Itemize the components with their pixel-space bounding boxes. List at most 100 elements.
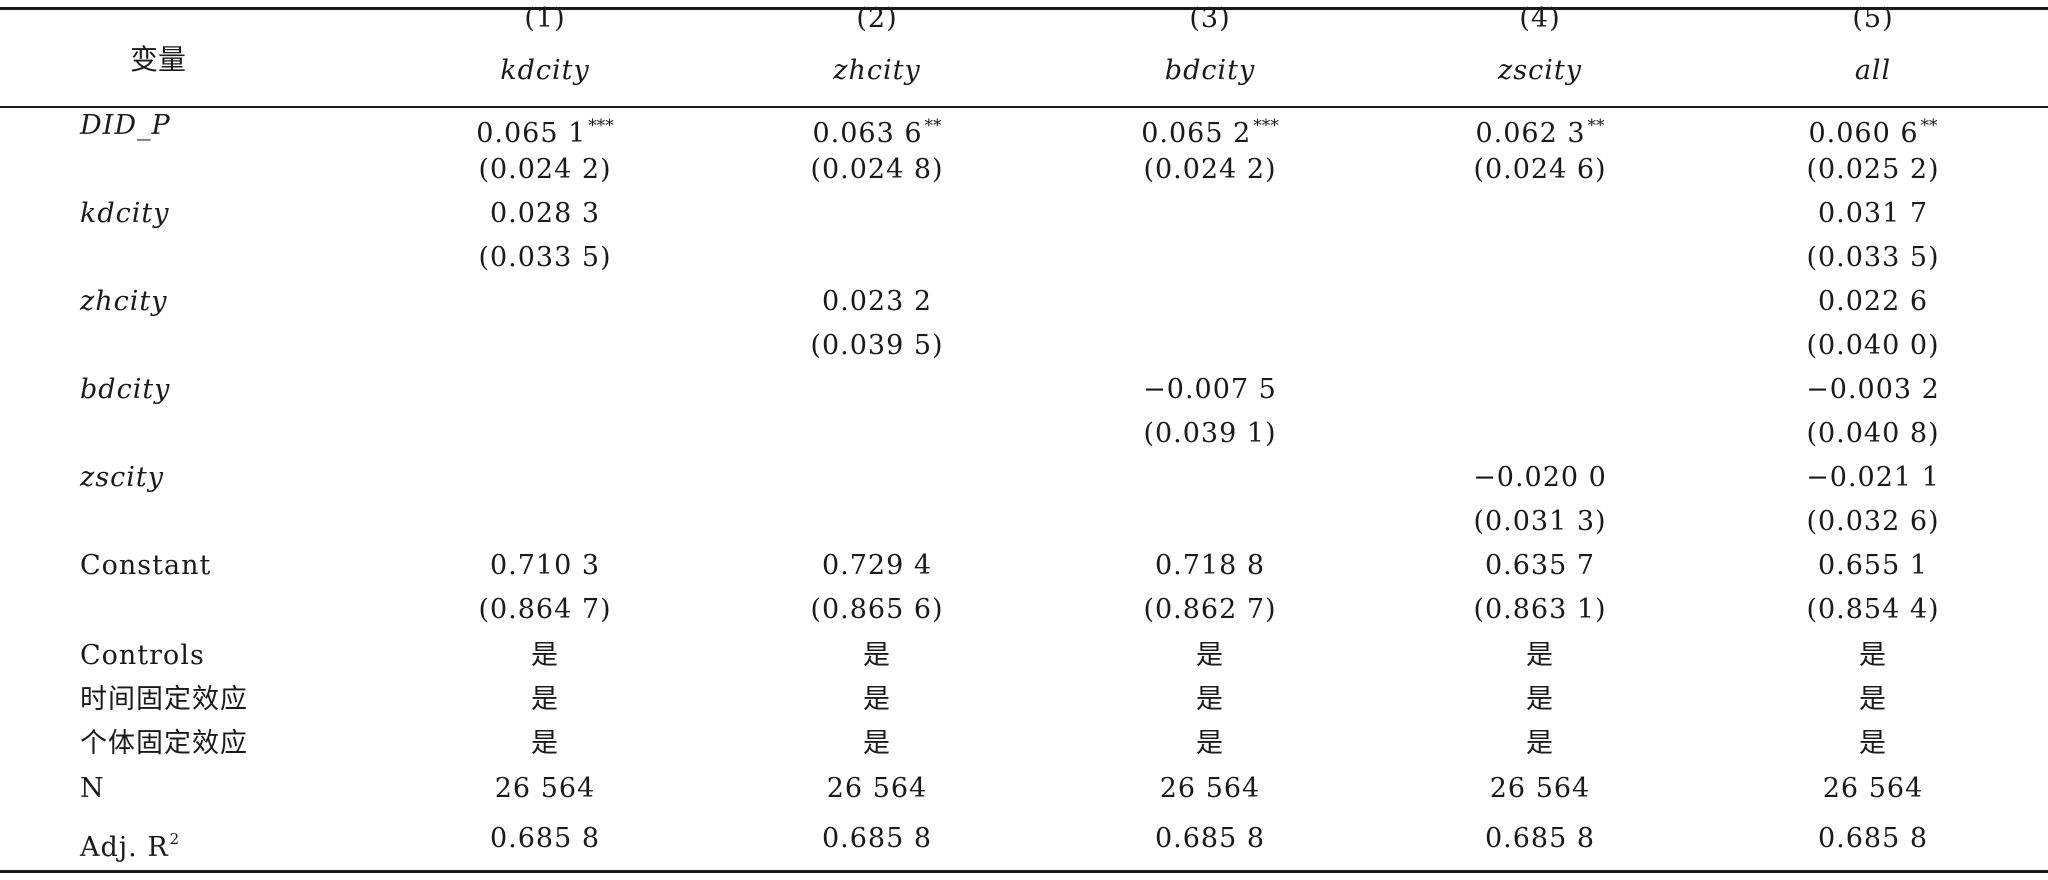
coefficient-cell: 0.729 4: [822, 546, 932, 586]
row-label: kdcity: [80, 198, 170, 229]
standard-error-cell: (0.033 5): [1806, 238, 1939, 278]
coefficient-cell: 0.023 2: [822, 282, 932, 322]
cell-value: 是: [863, 728, 891, 759]
standard-error-cell: (0.854 4): [1806, 590, 1939, 630]
cell-value: −0.021 1: [1806, 462, 1940, 493]
cell-value: 0.729 4: [821, 550, 933, 581]
column-dependent-variable: zscity: [1498, 55, 1582, 86]
cell-value: (0.024 6): [1473, 154, 1607, 185]
standard-error-cell: (0.864 7): [478, 590, 611, 630]
cell-value: 26 564: [494, 773, 596, 804]
indicator-cell: 是: [863, 636, 891, 676]
row-label: zhcity: [80, 286, 168, 317]
cell-value: 是: [531, 640, 559, 671]
column-number: (1): [524, 3, 566, 34]
cell-value: (0.865 6): [810, 594, 944, 625]
standard-error-cell: (0.862 7): [1143, 590, 1276, 630]
cell-value: 是: [531, 684, 559, 715]
cell-value: 是: [1196, 640, 1224, 671]
indicator-cell: 是: [1526, 680, 1554, 720]
cell-value: 0.685 8: [821, 823, 933, 854]
significance-stars: **: [1587, 116, 1605, 136]
cell-value: (0.024 8): [810, 154, 944, 185]
indicator-cell: 是: [1196, 724, 1224, 764]
indicator-cell: 是: [531, 636, 559, 676]
row-label: N: [80, 773, 105, 804]
statistic-cell: 26 564: [1823, 769, 1923, 809]
cell-value: (0.854 4): [1806, 594, 1940, 625]
row-label: Constant: [80, 550, 212, 581]
cell-value: 0.062 3: [1475, 118, 1586, 149]
coefficient-cell: −0.020 0: [1473, 458, 1607, 498]
coefficient-cell: 0.031 7: [1818, 194, 1928, 234]
cell-value: 0.060 6: [1808, 118, 1919, 149]
cell-value: 0.710 3: [489, 550, 601, 581]
indicator-cell: 是: [531, 724, 559, 764]
indicator-cell: 是: [863, 724, 891, 764]
cell-value: (0.040 8): [1806, 418, 1940, 449]
column-number: (5): [1852, 3, 1894, 34]
cell-value: 是: [531, 728, 559, 759]
cell-value: 0.655 1: [1817, 550, 1929, 581]
cell-value: 0.065 2: [1141, 118, 1252, 149]
cell-value: −0.007 5: [1143, 374, 1277, 405]
standard-error-cell: (0.024 2): [1143, 150, 1276, 190]
coefficient-cell: 0.635 7: [1485, 546, 1595, 586]
row-label: 个体固定效应: [80, 728, 248, 759]
column-dependent-variable: kdcity: [500, 55, 590, 86]
standard-error-cell: (0.032 6): [1806, 502, 1939, 542]
indicator-cell: 是: [531, 680, 559, 720]
coefficient-cell: 0.060 6 **: [1808, 106, 1938, 149]
coefficient-cell: 0.718 8: [1155, 546, 1265, 586]
cell-value: 0.031 7: [1817, 198, 1929, 229]
row-label-superscript: 2: [169, 830, 181, 848]
cell-value: 是: [863, 684, 891, 715]
indicator-cell: 是: [1859, 636, 1887, 676]
coefficient-cell: 0.062 3 **: [1475, 106, 1605, 149]
cell-value: 0.718 8: [1154, 550, 1266, 581]
cell-value: (0.864 7): [478, 594, 612, 625]
cell-value: 是: [1859, 728, 1887, 759]
top-rule: [0, 7, 2048, 10]
coefficient-cell: −0.021 1: [1806, 458, 1940, 498]
cell-value: 26 564: [1489, 773, 1591, 804]
column-number: (3): [1189, 3, 1231, 34]
statistic-cell: 26 564: [1160, 769, 1260, 809]
significance-stars: ***: [1253, 116, 1279, 136]
coefficient-cell: 0.022 6: [1818, 282, 1928, 322]
significance-stars: ***: [588, 116, 614, 136]
standard-error-cell: (0.024 8): [810, 150, 943, 190]
statistic-cell: 26 564: [495, 769, 595, 809]
row-label: bdcity: [80, 374, 171, 405]
column-dependent-variable: bdcity: [1164, 55, 1256, 86]
cell-value: (0.033 5): [1806, 242, 1940, 273]
standard-error-cell: (0.040 0): [1806, 326, 1939, 366]
cell-value: 是: [1196, 728, 1224, 759]
significance-stars: **: [1920, 116, 1938, 136]
cell-value: 0.063 6: [812, 118, 923, 149]
cell-value: 0.685 8: [1484, 823, 1596, 854]
statistic-cell: 26 564: [1490, 769, 1590, 809]
cell-value: (0.031 3): [1473, 506, 1607, 537]
indicator-cell: 是: [1526, 636, 1554, 676]
standard-error-cell: (0.033 5): [478, 238, 611, 278]
row-label: zscity: [80, 462, 164, 493]
indicator-cell: 是: [1196, 636, 1224, 676]
coefficient-cell: 0.710 3: [490, 546, 600, 586]
cell-value: 0.685 8: [1154, 823, 1266, 854]
indicator-cell: 是: [1196, 680, 1224, 720]
cell-value: 是: [1526, 728, 1554, 759]
statistic-cell: 0.685 8: [822, 819, 932, 859]
indicator-cell: 是: [1526, 724, 1554, 764]
cell-value: (0.040 0): [1806, 330, 1940, 361]
cell-value: (0.863 1): [1473, 594, 1607, 625]
cell-value: 26 564: [1159, 773, 1261, 804]
cell-value: 是: [1859, 684, 1887, 715]
cell-value: (0.039 1): [1143, 418, 1277, 449]
standard-error-cell: (0.865 6): [810, 590, 943, 630]
coefficient-cell: 0.063 6 **: [812, 106, 941, 149]
cell-value: 0.022 6: [1817, 286, 1929, 317]
coefficient-cell: 0.028 3: [490, 194, 600, 234]
cell-value: 0.685 8: [1817, 823, 1929, 854]
